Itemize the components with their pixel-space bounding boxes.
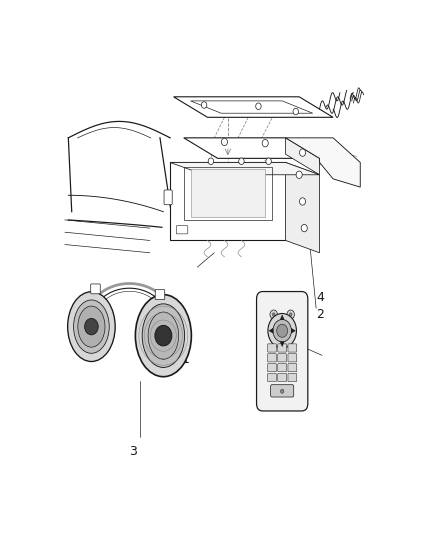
FancyBboxPatch shape <box>155 290 165 300</box>
FancyBboxPatch shape <box>257 292 308 411</box>
Text: 4: 4 <box>316 292 324 304</box>
FancyBboxPatch shape <box>278 354 286 362</box>
FancyBboxPatch shape <box>288 344 297 352</box>
Text: 3: 3 <box>129 445 137 458</box>
Circle shape <box>208 158 214 165</box>
Circle shape <box>155 325 172 346</box>
Ellipse shape <box>142 304 184 367</box>
Circle shape <box>239 158 244 165</box>
Circle shape <box>256 103 261 109</box>
FancyBboxPatch shape <box>268 374 276 382</box>
Polygon shape <box>191 168 265 216</box>
Ellipse shape <box>67 292 115 361</box>
Circle shape <box>266 158 271 165</box>
Circle shape <box>268 313 297 348</box>
FancyBboxPatch shape <box>268 344 276 352</box>
FancyBboxPatch shape <box>288 354 297 362</box>
Polygon shape <box>291 328 295 333</box>
Ellipse shape <box>74 300 109 353</box>
Polygon shape <box>173 97 333 117</box>
Circle shape <box>301 224 307 232</box>
Circle shape <box>272 313 275 316</box>
Circle shape <box>300 198 306 205</box>
Circle shape <box>293 108 298 115</box>
Polygon shape <box>280 342 284 346</box>
Ellipse shape <box>148 312 179 359</box>
Circle shape <box>85 318 98 335</box>
FancyBboxPatch shape <box>91 284 100 294</box>
Polygon shape <box>286 163 320 253</box>
Circle shape <box>262 140 268 147</box>
FancyBboxPatch shape <box>278 344 286 352</box>
Circle shape <box>296 171 302 179</box>
Circle shape <box>290 313 292 316</box>
Ellipse shape <box>135 295 191 377</box>
Polygon shape <box>269 328 273 333</box>
Circle shape <box>300 149 306 156</box>
Circle shape <box>280 389 284 393</box>
FancyBboxPatch shape <box>278 374 286 382</box>
Circle shape <box>201 102 207 108</box>
Circle shape <box>222 138 227 146</box>
Polygon shape <box>280 315 284 320</box>
Circle shape <box>277 324 288 337</box>
FancyBboxPatch shape <box>278 364 286 372</box>
Polygon shape <box>286 138 360 187</box>
FancyBboxPatch shape <box>271 385 294 397</box>
Polygon shape <box>184 138 320 158</box>
FancyBboxPatch shape <box>268 354 276 362</box>
Circle shape <box>287 310 294 319</box>
FancyBboxPatch shape <box>288 364 297 372</box>
Circle shape <box>270 310 277 319</box>
FancyBboxPatch shape <box>164 190 172 205</box>
Ellipse shape <box>78 306 105 347</box>
Polygon shape <box>170 163 286 240</box>
FancyBboxPatch shape <box>288 374 297 382</box>
Polygon shape <box>286 138 320 175</box>
Text: 1: 1 <box>181 353 189 366</box>
FancyBboxPatch shape <box>268 364 276 372</box>
Text: 2: 2 <box>316 308 324 321</box>
Polygon shape <box>170 163 320 175</box>
Circle shape <box>273 319 291 342</box>
